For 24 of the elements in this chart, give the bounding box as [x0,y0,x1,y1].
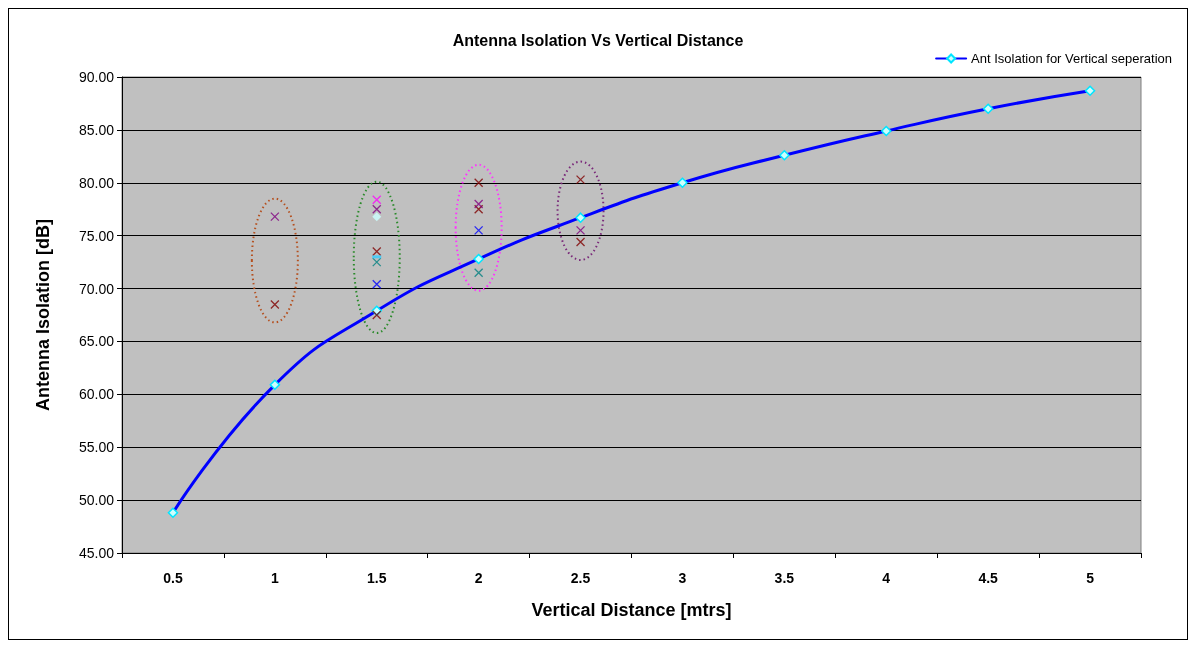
x-axis-title: Vertical Distance [mtrs] [531,600,732,620]
x-tick-label: 3.5 [774,570,795,586]
x-tick-label: 1.5 [367,570,387,586]
x-tick-label: 1 [270,570,279,586]
y-tick-label: 80.00 [78,174,115,191]
y-tick-label: 45.00 [78,545,115,561]
chart-title: Antenna Isolation Vs Vertical Distance [452,31,744,49]
y-tick-label: 60.00 [78,386,115,403]
x-tick-label: 2.5 [570,570,591,586]
y-axis-title: Antenna Isolation [dB] [33,219,53,411]
y-tick-label: 55.00 [78,439,115,456]
x-tick-label: 3 [678,570,687,586]
y-tick-label: 75.00 [78,227,115,244]
y-tick-label: 65.00 [78,333,115,350]
y-tick-label: 90.00 [78,69,115,85]
x-tick-label: 0.5 [163,570,183,586]
legend-label: Ant Isolation for Vertical seperation [971,51,1172,66]
y-tick-label: 85.00 [78,121,115,138]
x-tick-label: 4.5 [978,570,999,586]
x-tick-label: 5 [1086,570,1095,586]
y-tick-label: 50.00 [78,492,115,509]
x-tick-label: 4 [882,570,891,586]
y-tick-label: 70.00 [78,280,115,297]
x-tick-label: 2 [474,570,483,586]
